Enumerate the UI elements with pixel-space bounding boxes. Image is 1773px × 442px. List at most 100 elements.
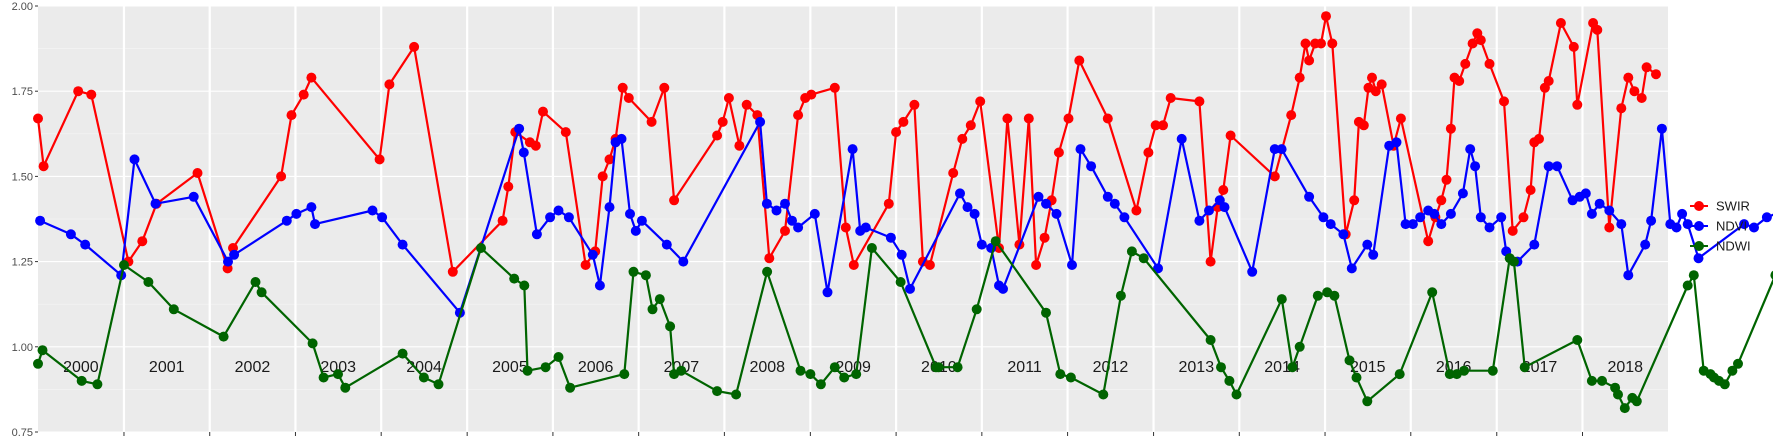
data-point bbox=[1623, 72, 1634, 83]
data-point bbox=[1204, 205, 1214, 216]
data-point bbox=[333, 369, 343, 380]
data-point bbox=[1656, 123, 1667, 134]
data-point bbox=[509, 273, 520, 284]
data-point bbox=[545, 212, 556, 223]
data-point bbox=[971, 304, 982, 315]
y-tick-label: 2.00 bbox=[12, 1, 33, 13]
data-point bbox=[809, 208, 820, 219]
data-point bbox=[616, 133, 627, 144]
data-point bbox=[1150, 120, 1161, 131]
data-point bbox=[318, 372, 329, 383]
data-point bbox=[1457, 188, 1468, 199]
data-point bbox=[990, 236, 1001, 247]
data-point bbox=[896, 249, 907, 260]
data-point bbox=[1436, 195, 1447, 206]
data-point bbox=[291, 208, 302, 219]
data-point bbox=[1619, 403, 1630, 414]
data-point bbox=[1269, 171, 1280, 182]
data-point bbox=[560, 127, 571, 138]
data-point bbox=[286, 110, 297, 121]
data-point bbox=[1075, 144, 1086, 155]
data-point bbox=[1508, 256, 1519, 267]
data-point bbox=[1677, 208, 1688, 219]
data-point bbox=[1231, 389, 1242, 400]
data-point bbox=[646, 116, 657, 127]
data-point bbox=[755, 116, 766, 127]
data-point bbox=[1329, 290, 1340, 301]
data-point bbox=[218, 331, 229, 342]
data-point bbox=[952, 362, 963, 373]
data-point bbox=[377, 212, 388, 223]
legend-marker bbox=[1694, 241, 1704, 251]
data-point bbox=[1733, 358, 1743, 369]
data-point bbox=[1427, 287, 1438, 298]
data-point bbox=[1346, 263, 1357, 274]
data-point bbox=[1475, 212, 1486, 223]
data-point bbox=[630, 225, 641, 236]
data-point bbox=[895, 277, 906, 287]
data-point bbox=[1247, 266, 1258, 277]
data-point bbox=[678, 256, 689, 267]
data-point bbox=[1597, 375, 1607, 386]
data-point bbox=[1525, 185, 1536, 195]
data-point bbox=[503, 181, 514, 192]
data-point bbox=[1543, 76, 1554, 86]
data-point bbox=[1770, 270, 1773, 280]
data-point bbox=[1063, 113, 1074, 124]
year-label: 2012 bbox=[1093, 359, 1129, 376]
data-point bbox=[976, 239, 987, 250]
data-point bbox=[1376, 79, 1387, 90]
data-point bbox=[1176, 133, 1187, 144]
data-point bbox=[1086, 161, 1097, 172]
data-point bbox=[1205, 256, 1216, 267]
data-point bbox=[909, 99, 920, 110]
data-point bbox=[1518, 212, 1529, 223]
data-point bbox=[1400, 219, 1411, 230]
data-point bbox=[787, 215, 797, 226]
data-point bbox=[1429, 208, 1440, 219]
data-point bbox=[1761, 212, 1772, 223]
data-point bbox=[1616, 103, 1627, 114]
data-point bbox=[306, 202, 317, 213]
data-point bbox=[659, 82, 670, 93]
data-point bbox=[518, 147, 529, 158]
data-point bbox=[1349, 195, 1360, 206]
data-point bbox=[1351, 372, 1362, 383]
data-point bbox=[1325, 219, 1336, 230]
data-point bbox=[712, 130, 723, 141]
data-point bbox=[256, 287, 267, 298]
data-point bbox=[647, 304, 658, 315]
data-point bbox=[1604, 222, 1615, 233]
data-point bbox=[948, 168, 959, 178]
data-point bbox=[885, 232, 896, 243]
data-point bbox=[281, 215, 292, 226]
data-point bbox=[764, 253, 775, 264]
y-tick-label: 1.25 bbox=[12, 257, 33, 269]
data-point bbox=[1225, 130, 1236, 141]
data-point bbox=[1572, 335, 1583, 345]
data-point bbox=[1693, 253, 1704, 264]
data-point bbox=[1300, 38, 1311, 49]
data-point bbox=[1465, 144, 1476, 155]
data-point bbox=[307, 338, 318, 349]
data-point bbox=[617, 82, 628, 93]
data-point bbox=[1033, 191, 1044, 202]
data-point bbox=[188, 191, 199, 202]
data-point bbox=[1487, 365, 1498, 376]
data-point bbox=[129, 154, 140, 165]
data-point bbox=[1629, 86, 1640, 97]
legend-item-ndvi: NDVI bbox=[1690, 219, 1747, 234]
data-point bbox=[1294, 341, 1305, 352]
data-point bbox=[1641, 62, 1652, 73]
data-point bbox=[712, 386, 723, 397]
data-point bbox=[1362, 396, 1373, 407]
data-point bbox=[587, 249, 598, 260]
data-point bbox=[1529, 239, 1540, 250]
data-point bbox=[1499, 96, 1509, 107]
legend-marker bbox=[1694, 221, 1704, 231]
data-point bbox=[150, 198, 161, 209]
data-point bbox=[418, 372, 429, 383]
data-point bbox=[1276, 294, 1287, 305]
data-point bbox=[1098, 389, 1109, 400]
data-point bbox=[367, 205, 378, 216]
